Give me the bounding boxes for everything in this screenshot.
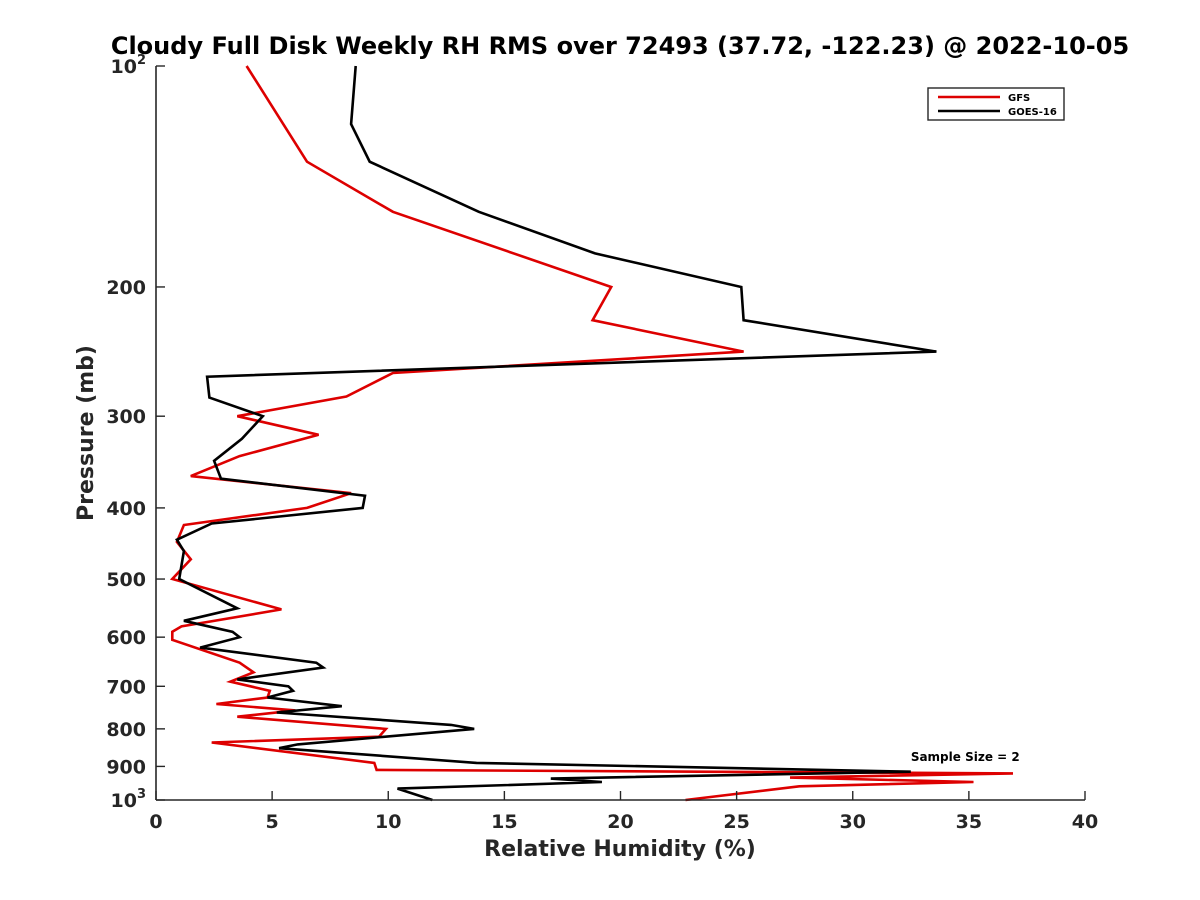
legend-label-gfs: GFS bbox=[1008, 93, 1030, 104]
annotation-layer: Sample Size = 2 bbox=[911, 750, 1020, 764]
y-tick-label: 900 bbox=[106, 756, 146, 778]
x-tick-label: 0 bbox=[149, 811, 162, 833]
y-tick-label: 200 bbox=[106, 277, 146, 299]
ticks-layer: 0 5 10 15 20 25 30 35 40 102 200 300 400 500 600 700 800… bbox=[106, 53, 1098, 833]
x-tick-label: 35 bbox=[956, 811, 982, 833]
x-tick-label: 25 bbox=[723, 811, 749, 833]
y-tick-label: 102 bbox=[111, 53, 147, 78]
series-line-gfs bbox=[169, 65, 1014, 802]
series-line-goes-16 bbox=[175, 65, 937, 802]
sample-size-annotation: Sample Size = 2 bbox=[911, 750, 1020, 764]
x-tick-label: 15 bbox=[491, 811, 517, 833]
series-layer bbox=[169, 65, 1014, 802]
y-tick-label: 700 bbox=[106, 676, 146, 698]
chart-title: Cloudy Full Disk Weekly RH RMS over 7249… bbox=[111, 32, 1129, 60]
x-tick-label: 40 bbox=[1072, 811, 1098, 833]
y-tick-label: 600 bbox=[106, 627, 146, 649]
x-tick-label: 30 bbox=[840, 811, 866, 833]
y-tick-label: 103 bbox=[111, 787, 147, 812]
x-tick-label: 20 bbox=[607, 811, 633, 833]
x-tick-label: 5 bbox=[266, 811, 279, 833]
y-tick-label: 500 bbox=[106, 569, 146, 591]
y-axis-label: Pressure (mb) bbox=[74, 345, 99, 521]
x-axis-label: Relative Humidity (%) bbox=[484, 837, 756, 862]
y-tick-label: 800 bbox=[106, 719, 146, 741]
x-tick-label: 10 bbox=[375, 811, 401, 833]
legend: GFS GOES-16 bbox=[927, 87, 1065, 121]
y-tick-label: 300 bbox=[106, 406, 146, 428]
axes-layer bbox=[155, 66, 1085, 801]
legend-label-goes-16: GOES-16 bbox=[1008, 107, 1057, 118]
y-tick-label: 400 bbox=[106, 498, 146, 520]
legend-box bbox=[927, 87, 1065, 121]
